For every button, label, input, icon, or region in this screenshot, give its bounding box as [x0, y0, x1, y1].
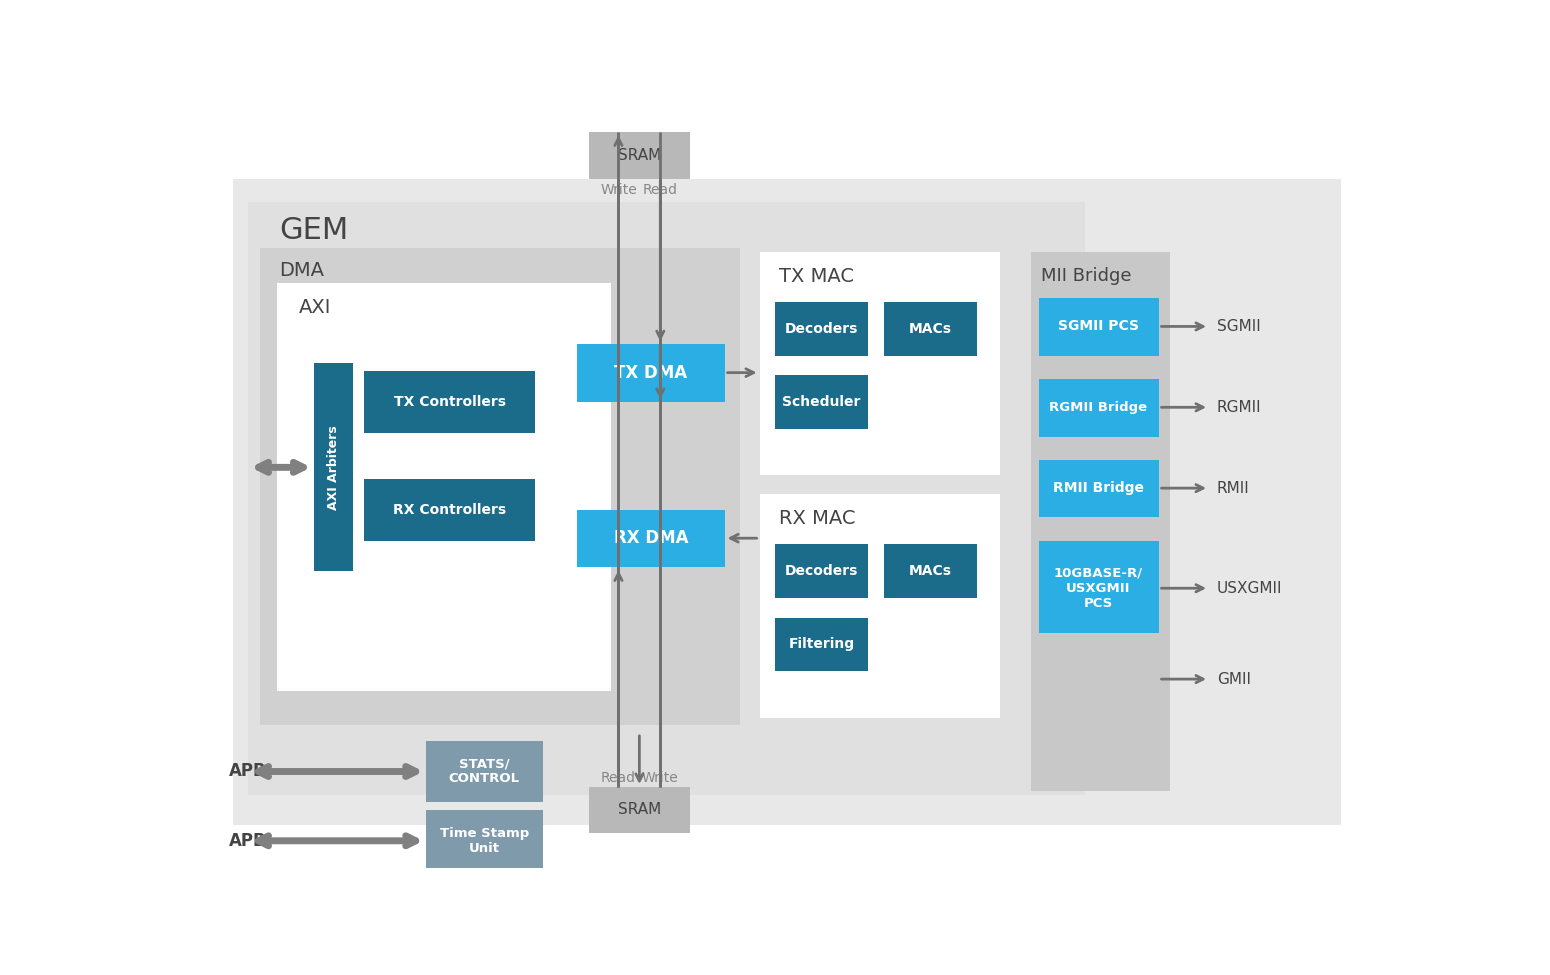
Text: RGMII Bridge: RGMII Bridge: [1049, 401, 1147, 413]
Bar: [883, 544, 976, 599]
Bar: [364, 479, 535, 540]
Bar: [426, 741, 542, 802]
Text: APB: APB: [229, 832, 267, 850]
Text: DMA: DMA: [279, 261, 324, 281]
Text: MACs: MACs: [908, 322, 952, 335]
Bar: [1038, 459, 1159, 518]
Text: Time Stamp
Unit: Time Stamp Unit: [440, 827, 529, 855]
Text: Scheduler: Scheduler: [783, 395, 860, 409]
Text: APB: APB: [229, 762, 267, 781]
Bar: [1038, 298, 1159, 356]
Text: Decoders: Decoders: [784, 565, 859, 578]
Text: SGMII: SGMII: [1217, 319, 1260, 334]
Bar: [589, 787, 690, 833]
Bar: [775, 544, 868, 599]
Bar: [260, 248, 741, 725]
Text: TX MAC: TX MAC: [778, 267, 854, 286]
Text: TX Controllers: TX Controllers: [394, 395, 505, 409]
Bar: [1038, 379, 1159, 437]
Text: USXGMII: USXGMII: [1217, 581, 1282, 596]
Text: AXI: AXI: [298, 298, 330, 318]
Bar: [775, 302, 868, 356]
Bar: [232, 178, 1341, 826]
Bar: [760, 494, 1000, 718]
Text: RX DMA: RX DMA: [614, 529, 688, 547]
Text: GMII: GMII: [1217, 672, 1251, 686]
Text: Write: Write: [642, 770, 679, 785]
Text: SRAM: SRAM: [618, 148, 660, 163]
Text: Read: Read: [601, 770, 635, 785]
Bar: [1031, 252, 1170, 791]
Text: RGMII: RGMII: [1217, 400, 1262, 414]
Bar: [1038, 540, 1159, 633]
Text: RX MAC: RX MAC: [778, 510, 856, 528]
Text: TX DMA: TX DMA: [614, 364, 688, 381]
Text: AXI Arbiters: AXI Arbiters: [327, 425, 339, 510]
Bar: [277, 283, 611, 690]
Text: 10GBASE-R/
USXGMII
PCS: 10GBASE-R/ USXGMII PCS: [1054, 566, 1142, 609]
Text: SRAM: SRAM: [618, 802, 660, 817]
Bar: [364, 371, 535, 433]
Bar: [589, 133, 690, 178]
Text: Decoders: Decoders: [784, 322, 859, 335]
Bar: [760, 252, 1000, 475]
Bar: [426, 810, 542, 872]
Text: STATS/
CONTROL: STATS/ CONTROL: [449, 758, 519, 786]
Text: MACs: MACs: [908, 565, 952, 578]
Text: RMII: RMII: [1217, 481, 1249, 495]
Bar: [313, 364, 353, 571]
Bar: [577, 510, 725, 567]
Text: Read: Read: [643, 183, 677, 197]
Bar: [577, 344, 725, 402]
Text: RMII Bridge: RMII Bridge: [1052, 481, 1144, 495]
Bar: [883, 302, 976, 356]
Text: Write: Write: [600, 183, 637, 197]
Text: SGMII PCS: SGMII PCS: [1057, 320, 1139, 333]
Bar: [248, 202, 1085, 795]
Text: MII Bridge: MII Bridge: [1042, 267, 1132, 286]
Text: Filtering: Filtering: [789, 638, 854, 651]
Text: RX Controllers: RX Controllers: [394, 503, 505, 517]
Bar: [775, 617, 868, 672]
Text: GEM: GEM: [279, 216, 349, 246]
Bar: [775, 375, 868, 429]
